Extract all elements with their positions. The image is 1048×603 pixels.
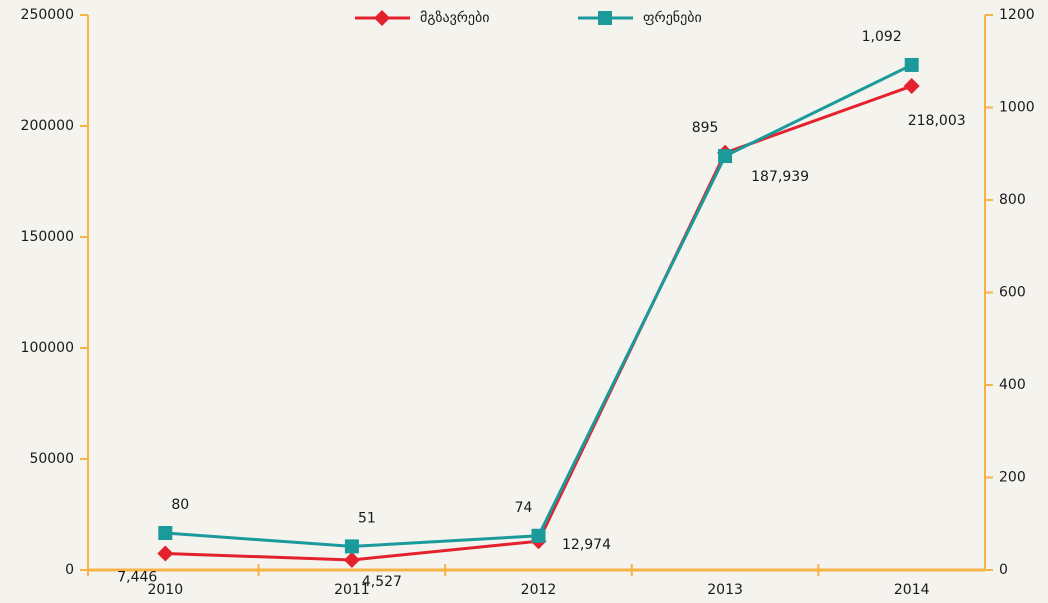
- x-tick-label: 2011: [334, 582, 370, 598]
- marker: [343, 551, 360, 568]
- series-line: [165, 63, 913, 548]
- x-tick-label: 2012: [521, 582, 557, 598]
- marker: [531, 528, 546, 543]
- y-tick-label: 150000: [21, 229, 74, 245]
- y2-tick-label: 600: [999, 285, 1026, 301]
- marker: [344, 539, 359, 554]
- x-tick-label: 2013: [707, 582, 743, 598]
- marker: [158, 526, 173, 540]
- y2-tick-label: 400: [999, 377, 1026, 393]
- marker: [904, 57, 919, 72]
- y2-tick-label: 200: [999, 470, 1026, 486]
- legend-marker: [374, 10, 390, 26]
- data-label: 51: [358, 510, 376, 526]
- y2-tick-label: 1000: [999, 100, 1035, 116]
- legend-label: ფრენები: [643, 9, 702, 26]
- data-label: 7,446: [117, 569, 157, 585]
- x-tick-label: 2010: [147, 582, 183, 598]
- data-label: 895: [692, 120, 719, 136]
- data-label: 1,092: [862, 29, 902, 45]
- y2-tick-label: 0: [999, 562, 1008, 578]
- legend-marker: [598, 11, 612, 25]
- y-tick-label: 0: [65, 562, 74, 578]
- data-label: 187,939: [751, 169, 809, 185]
- legend-label: მგზავრები: [420, 9, 490, 26]
- x-tick-label: 2014: [894, 582, 930, 598]
- marker: [718, 149, 733, 164]
- y-tick-label: 250000: [21, 7, 74, 23]
- y-tick-label: 100000: [21, 340, 74, 356]
- series-line: [165, 84, 913, 562]
- marker: [903, 78, 920, 95]
- y-tick-label: 50000: [29, 451, 74, 467]
- data-label: 80: [171, 497, 189, 513]
- data-label: 218,003: [908, 113, 966, 129]
- y2-tick-label: 1200: [999, 7, 1035, 23]
- data-label: 12,974: [562, 537, 611, 553]
- y-tick-label: 200000: [21, 118, 74, 134]
- marker: [157, 545, 174, 562]
- y2-tick-label: 800: [999, 192, 1026, 208]
- data-label: 4,527: [362, 574, 402, 590]
- data-label: 74: [515, 500, 533, 516]
